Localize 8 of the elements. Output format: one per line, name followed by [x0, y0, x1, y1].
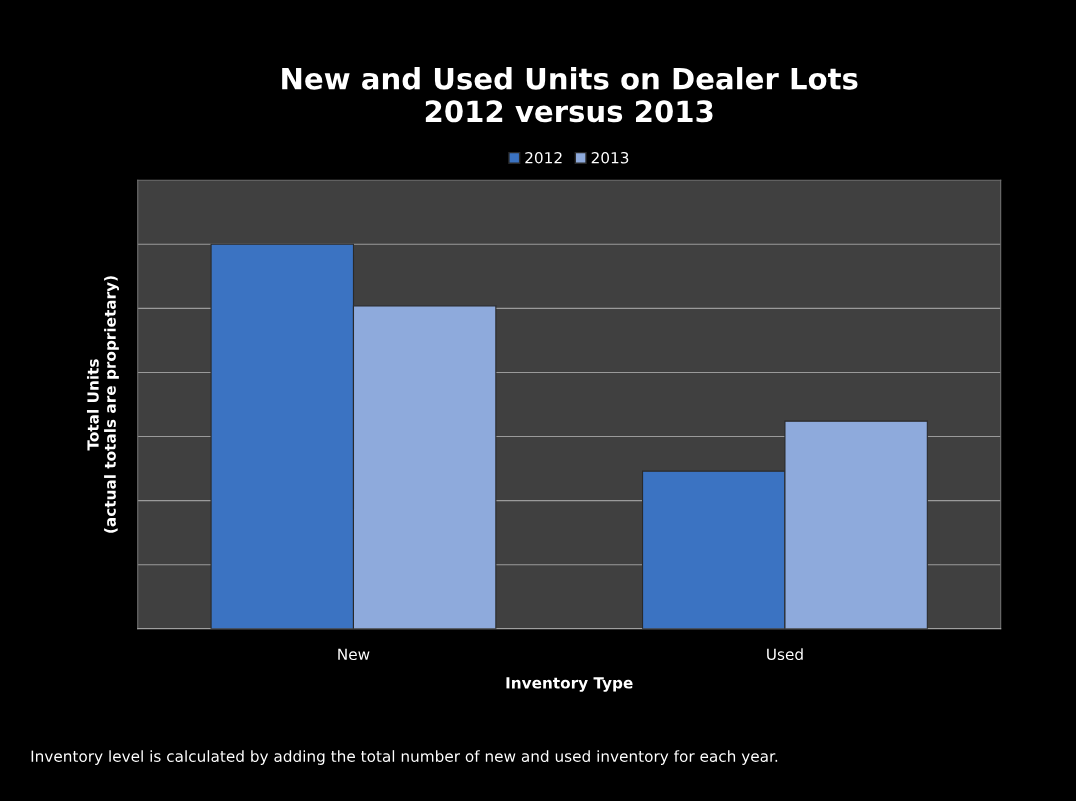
- y-axis-title: Total Units (actual totals are proprietary): [86, 276, 119, 533]
- x-tick-label: Used: [767, 648, 803, 661]
- text: Inventory level is calculated by adding the total number of new and used inventory for each year.: [31, 750, 778, 765]
- x-tick-label: New: [338, 648, 370, 661]
- legend-label: 2013: [591, 151, 629, 164]
- legend-label: 2012: [525, 151, 562, 164]
- x-axis-title: Inventory Type: [506, 677, 633, 692]
- chart-title: New and Used Units on Dealer Lots 2012 versus 2013: [282, 67, 858, 123]
